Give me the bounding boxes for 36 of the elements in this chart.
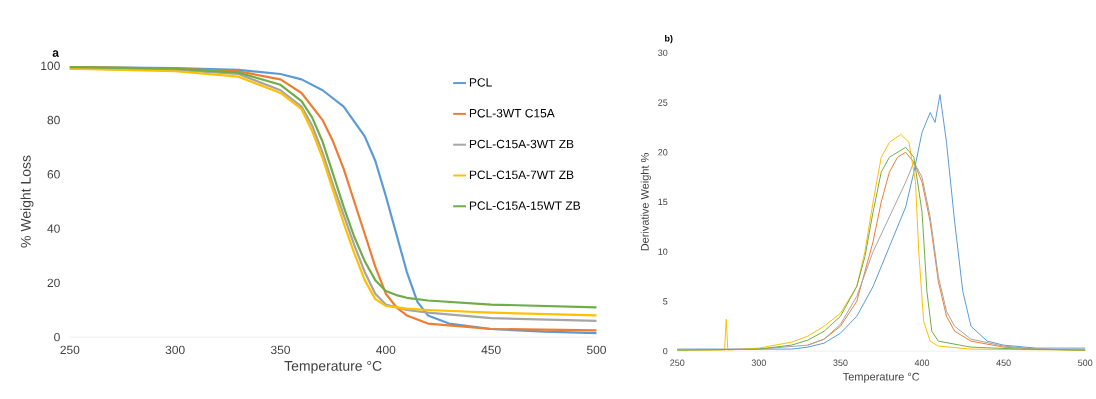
y-axis-title: % Weight Loss: [20, 155, 34, 248]
y-tick-label: 5: [663, 298, 668, 305]
y-tick-label: 10: [658, 248, 668, 255]
y-tick-label: 20: [47, 278, 60, 288]
y-tick-label: 60: [47, 170, 60, 179]
x-tick-label: 450: [481, 345, 501, 355]
y-tick-label: 80: [47, 115, 60, 125]
x-axis-title: Temperature °C: [284, 360, 382, 374]
x-tick-label: 250: [670, 359, 685, 366]
chart-title: a: [52, 50, 60, 57]
y-tick-label: 0: [54, 332, 60, 342]
chart-title: b): [665, 35, 673, 44]
y-tick-label: 25: [658, 99, 668, 106]
x-tick-label: 250: [60, 345, 80, 355]
legend-label: PCL-3WT C15A: [469, 108, 555, 118]
x-tick-label: 500: [586, 345, 606, 355]
y-tick-label: 0: [663, 347, 668, 355]
legend-label: PCL-C15A-15WT ZB: [469, 201, 581, 210]
x-tick-label: 400: [914, 359, 930, 366]
x-tick-label: 350: [270, 345, 290, 355]
legend-label: PCL-C15A-3WT ZB: [469, 139, 574, 149]
x-tick-label: 500: [1078, 359, 1093, 366]
y-tick-label: 30: [658, 49, 668, 57]
y-tick-label: 20: [658, 149, 668, 156]
y-tick-label: 40: [47, 224, 60, 233]
x-tick-label: 450: [996, 359, 1011, 366]
x-tick-label: 400: [376, 345, 396, 355]
x-tick-label: 350: [833, 359, 848, 366]
x-tick-label: 300: [165, 345, 185, 355]
legend-label: PCL: [469, 78, 492, 87]
legend-label: PCL-C15A-7WT ZB: [469, 170, 574, 180]
y-axis-title: Derivative Weight %: [640, 153, 651, 251]
x-axis-title: Temperature °C: [843, 372, 920, 383]
y-tick-label: 100: [41, 61, 60, 71]
x-tick-label: 300: [751, 359, 766, 366]
y-tick-label: 15: [658, 198, 668, 206]
